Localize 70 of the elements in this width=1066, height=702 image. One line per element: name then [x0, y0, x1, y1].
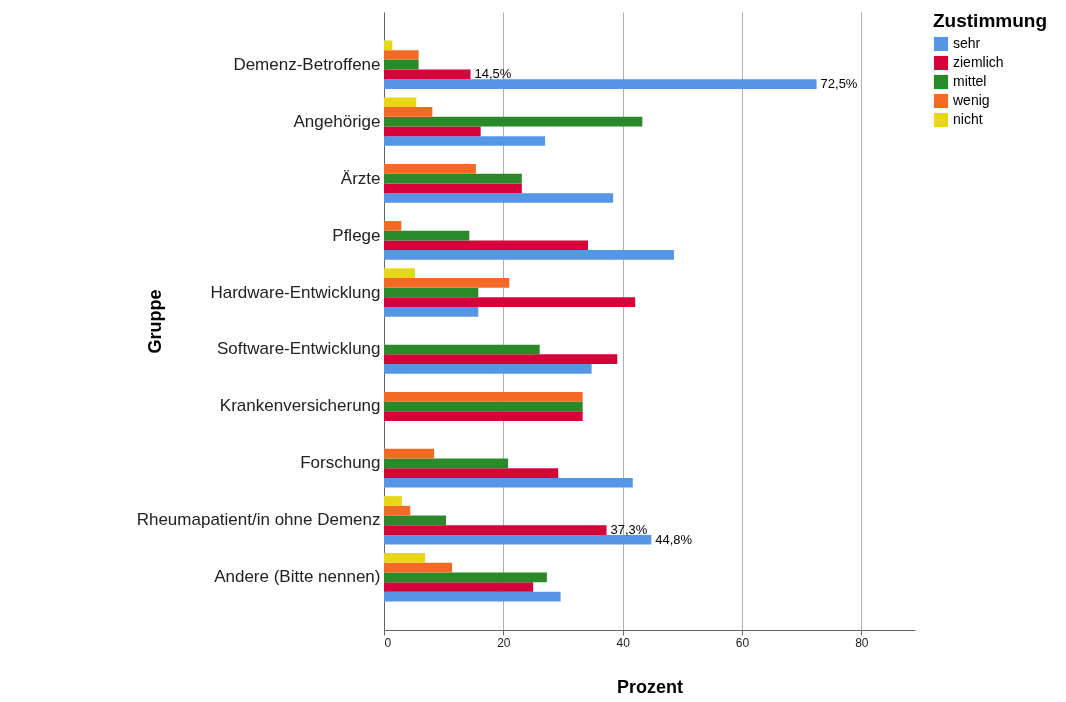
- bar: [384, 458, 509, 469]
- data-label: 44,8%: [655, 531, 693, 547]
- bar: [384, 193, 614, 203]
- bar: [384, 69, 471, 80]
- bar: [384, 287, 479, 298]
- bar: [384, 97, 417, 108]
- x-tick-label: 60: [735, 635, 750, 650]
- bar: [384, 79, 817, 89]
- bar: [384, 582, 534, 592]
- y-tick-label: Andere (Bitte nennen): [214, 567, 381, 587]
- bar: [384, 591, 561, 602]
- y-tick-label: Pflege: [332, 225, 381, 245]
- data-label: 14,5%: [474, 66, 512, 82]
- bar: [384, 572, 547, 583]
- y-tick-label: Forschung: [300, 453, 381, 473]
- bar: [384, 40, 393, 51]
- bar: [384, 562, 453, 573]
- bar: [384, 230, 470, 241]
- y-tick-label: Hardware-Entwicklung: [210, 282, 381, 302]
- bar: [384, 515, 447, 526]
- legend-label: wenig: [952, 92, 990, 108]
- legend-label: mittel: [953, 73, 987, 89]
- bar: [384, 496, 402, 506]
- legend-label: ziemlich: [953, 54, 1004, 70]
- y-tick-label: Ärzte: [340, 168, 381, 188]
- bar: [384, 164, 476, 174]
- y-tick-label: Krankenversicherung: [219, 396, 381, 416]
- x-tick-label: 80: [855, 635, 869, 650]
- x-axis-title: Prozent: [616, 676, 684, 697]
- bar: [384, 183, 522, 194]
- bar: [384, 240, 589, 251]
- bar: [384, 505, 411, 516]
- bar: [384, 411, 583, 421]
- bar: [384, 126, 481, 137]
- y-tick-label: Rheumapatient/in ohne Demenz: [136, 510, 381, 530]
- bar: [384, 534, 652, 545]
- bar: [384, 525, 607, 535]
- bar: [384, 50, 419, 60]
- bar: [384, 307, 479, 317]
- x-tick-label: 40: [616, 635, 631, 650]
- bar: [384, 344, 540, 355]
- bar: [384, 173, 522, 184]
- bar: [384, 364, 592, 374]
- legend-title: Zustimmung: [933, 10, 1047, 31]
- x-tick-label: 0: [384, 635, 392, 650]
- y-tick-label: Software-Entwicklung: [217, 339, 381, 359]
- x-tick-label: 20: [497, 635, 511, 650]
- bar: [384, 221, 402, 231]
- bar: [384, 477, 633, 488]
- bar: [384, 59, 419, 70]
- data-label: 37,3%: [610, 522, 648, 538]
- bar: [384, 297, 636, 308]
- y-tick-label: Angehörige: [293, 111, 381, 131]
- bar: [384, 553, 426, 563]
- bar: [384, 391, 583, 402]
- bar: [384, 268, 416, 278]
- bar: [384, 136, 546, 146]
- bar: [384, 278, 510, 288]
- bar: [384, 468, 559, 478]
- y-tick-label: Demenz-Betroffene: [233, 54, 381, 74]
- legend-label: nicht: [953, 111, 983, 127]
- bar: [384, 354, 618, 364]
- data-label: 72,5%: [820, 76, 858, 92]
- bar: [384, 107, 433, 117]
- bar: [384, 401, 583, 412]
- bar: [384, 250, 674, 260]
- bar: [384, 448, 435, 459]
- y-axis-title: Gruppe: [144, 289, 165, 354]
- bar: [384, 116, 643, 127]
- legend-label: sehr: [953, 35, 981, 51]
